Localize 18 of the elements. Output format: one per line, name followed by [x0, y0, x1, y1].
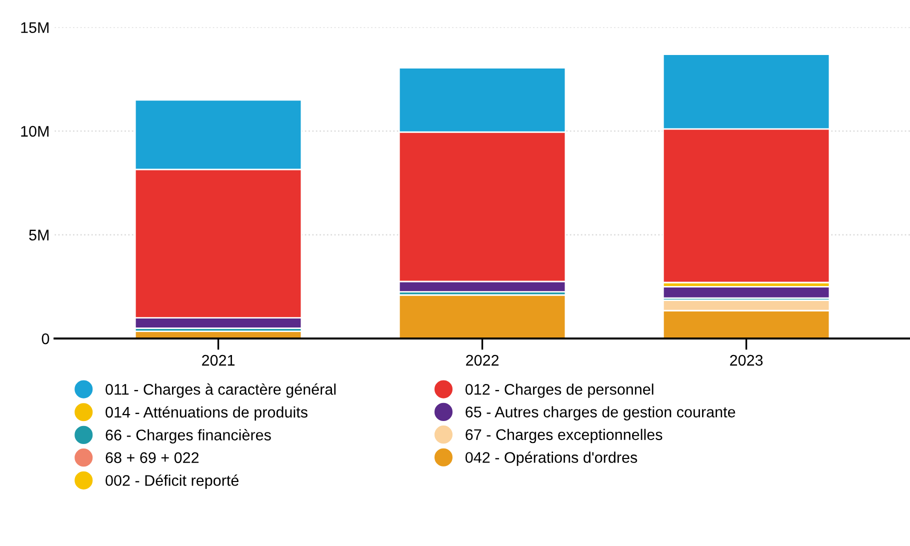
legend-label: 042 - Opérations d'ordres — [465, 452, 638, 466]
legend-label: 68 + 69 + 022 — [106, 452, 199, 464]
y-tick-label: 5M — [29, 230, 48, 240]
y-tick-label: 15M — [21, 22, 48, 33]
legend-label: 66 - Charges financières — [106, 429, 271, 444]
legend-label: 012 - Charges de personnel — [465, 384, 654, 398]
legend-label: 014 - Atténuations de produits — [106, 406, 308, 421]
y-tick-label: 10M — [21, 126, 48, 137]
bar — [662, 286, 830, 299]
x-tick-label: 2023 — [730, 354, 763, 366]
x-tick-label: 2021 — [202, 354, 235, 366]
bar — [398, 294, 566, 339]
legend-label: 011 - Charges à caractère général — [106, 383, 336, 398]
legend-label: 65 - Autres charges de gestion courante — [466, 406, 736, 420]
y-tick-label: 0 — [42, 333, 50, 344]
legend-label: 002 - Déficit reporté — [106, 474, 239, 489]
x-tick-label: 2022 — [466, 354, 499, 366]
legend-label: 67 - Charges exceptionnelles — [466, 428, 662, 444]
